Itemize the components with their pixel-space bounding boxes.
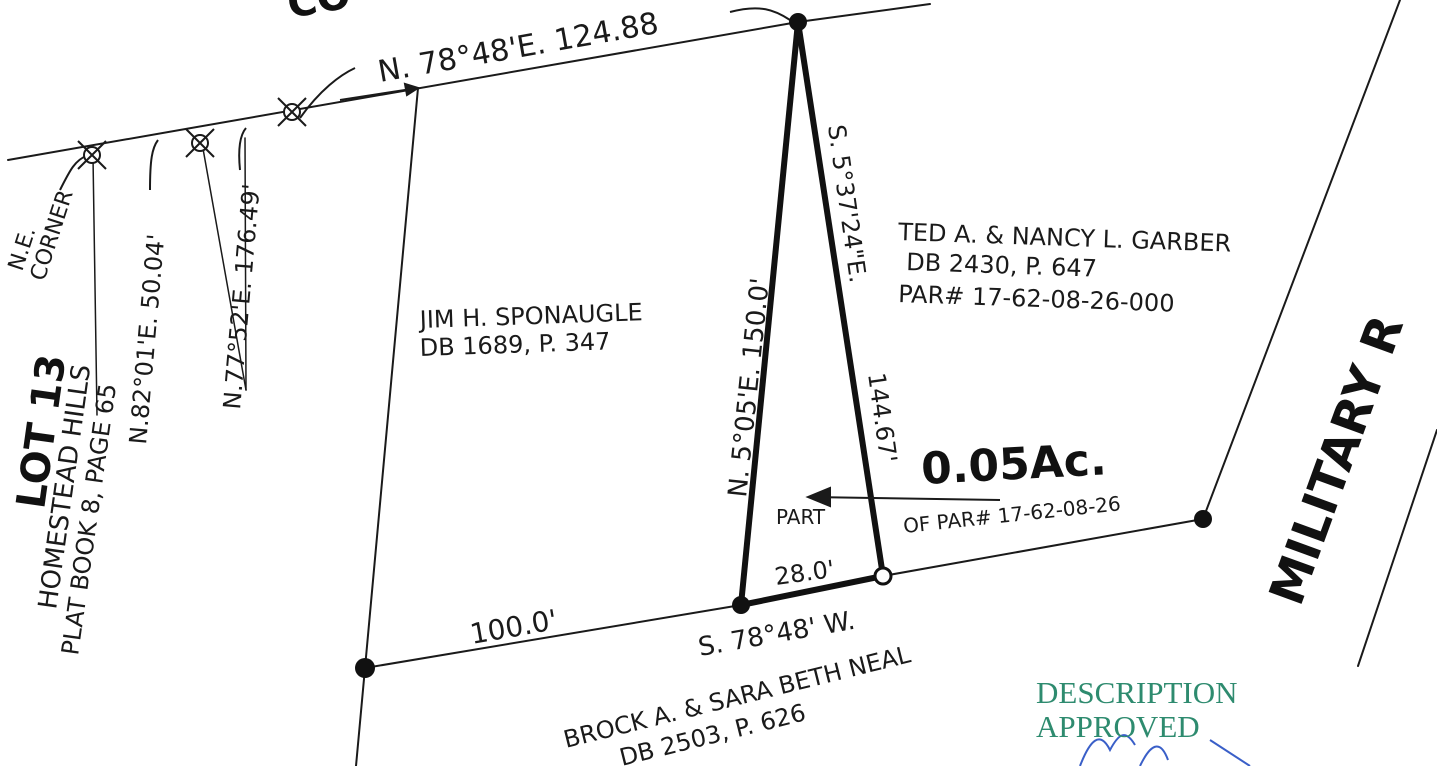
sponaugle-west-line [364, 87, 419, 669]
triangle-east-leg [795, 21, 886, 577]
iron-pin-1 [77, 140, 107, 170]
corner-pin-top [789, 13, 807, 31]
west-leg-call: N. 5°05'E. 150.0' [723, 277, 776, 499]
lot-line-2 [201, 142, 247, 391]
signature-scribble [1079, 734, 1251, 766]
arrow-area [809, 496, 1001, 501]
corner-markers [77, 13, 1212, 678]
sponaugle-west-extension [355, 667, 366, 766]
arrow-pipe-3 [299, 67, 356, 119]
east-leg-distance: 144.67' [862, 371, 902, 465]
iron-pin-3 [277, 97, 307, 127]
area-label: 0.05Ac. [920, 434, 1108, 495]
south-distance: 100.0' [467, 603, 559, 651]
call-1-label: N.82°01'E. 50.04' [124, 233, 170, 446]
stamp-line-approved: APPROVED [1036, 709, 1200, 744]
road-line-east [1357, 429, 1437, 667]
north-line-call: N. 78°48'E. 124.88 [375, 6, 661, 90]
corner-pin-triangle-sw [732, 596, 750, 614]
corner-pin-road [1194, 510, 1212, 528]
lot-line-3 [244, 137, 247, 391]
approval-stamp: DESCRIPTION APPROVED [1036, 676, 1238, 744]
corner-pin-southwest [355, 658, 375, 678]
arrow-north-call-2 [339, 87, 419, 101]
corner-pin-triangle-se [873, 566, 893, 586]
east-leg-call: S. 5°37'24"E. [822, 123, 872, 285]
south-bearing: S. 78°48' W. [696, 606, 857, 663]
iron-pin-2 [185, 128, 215, 158]
arrow-pipe-2 [238, 127, 247, 171]
triangle-base [740, 573, 884, 608]
south-line-west [364, 604, 742, 669]
road-line-west [1202, 0, 1401, 520]
part-label: PART [776, 505, 826, 529]
triangle-west-leg [738, 21, 801, 606]
street-top-label: CO [284, 0, 354, 28]
arrow-head-north [403, 82, 421, 97]
garber-deed: DB 2430, P. 647 [906, 248, 1098, 283]
parcel-triangle [738, 21, 886, 608]
plat-labels: CO N. 78°48'E. 124.88 LOT 13 HOMESTEAD H… [4, 0, 1415, 766]
property-lines [7, 0, 1437, 766]
garber-parcel: PAR# 17-62-08-26-000 [898, 280, 1175, 318]
sponaugle-deed: DB 1689, P. 347 [419, 327, 611, 362]
arrow-north-call [729, 7, 791, 21]
stamp-line-description: DESCRIPTION [1036, 675, 1238, 710]
lot-line-1 [92, 156, 98, 416]
arrow-head-area [805, 486, 831, 508]
south-line-east [882, 518, 1204, 577]
arrow-pipe-1 [149, 139, 159, 191]
call-2-label: N.77°52'E. 176.49' [218, 183, 266, 411]
north-boundary-extension [797, 3, 931, 23]
arrow-corner [59, 154, 89, 191]
